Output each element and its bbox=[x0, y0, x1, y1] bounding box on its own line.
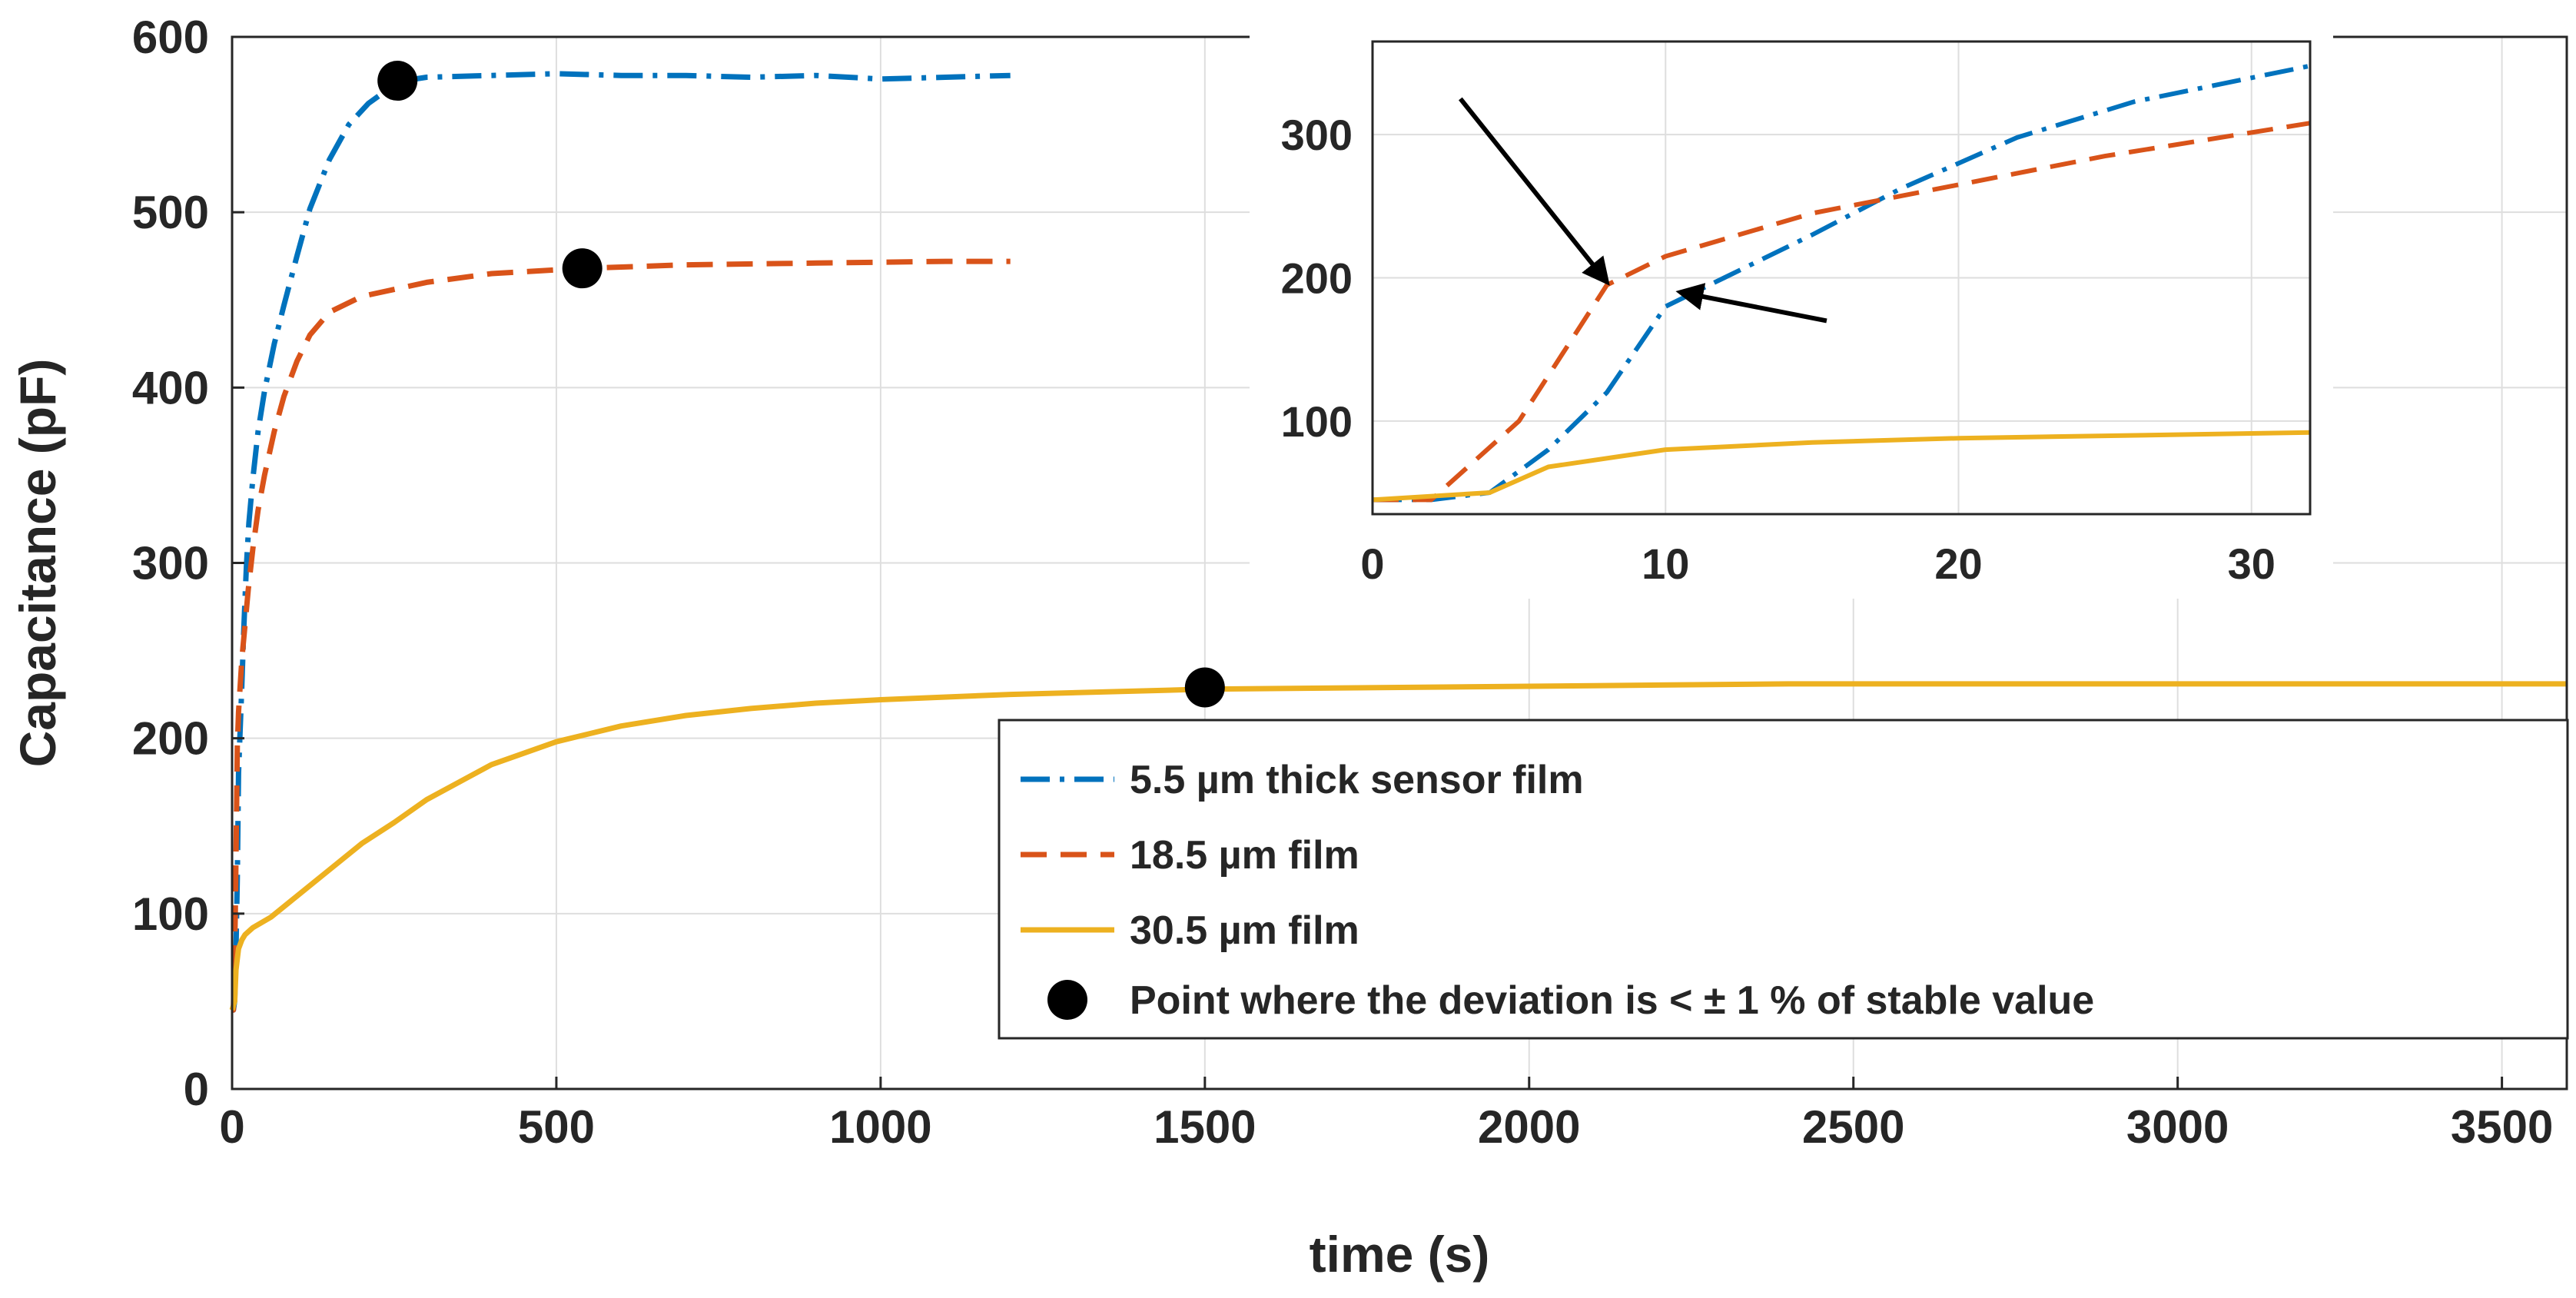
legend-label-marker: Point where the deviation is < ± 1 % of … bbox=[1130, 978, 2094, 1023]
y-tick-label: 400 bbox=[132, 362, 209, 413]
series-line-blue bbox=[231, 71, 1011, 1013]
series-line-orange bbox=[231, 258, 1011, 1013]
annotation-arrow bbox=[1459, 97, 1610, 286]
inset-y-tick-label: 100 bbox=[1281, 397, 1353, 446]
series-line-yellow bbox=[229, 681, 2567, 1011]
inset-annotations bbox=[1459, 97, 1827, 324]
x-tick-label: 3000 bbox=[2126, 1101, 2229, 1153]
inset-series bbox=[1372, 63, 2311, 503]
x-tick-label: 2500 bbox=[1802, 1101, 1904, 1153]
inset-frame bbox=[1371, 40, 2312, 516]
y-tick-label: 500 bbox=[132, 187, 209, 238]
legend-label-orange: 18.5 µm film bbox=[1130, 833, 1359, 878]
stability-marker bbox=[1184, 667, 1225, 708]
x-axis-title: time (s) bbox=[1310, 1226, 1490, 1283]
inset-ticks: 0 10 20 30 100 200 300 bbox=[1281, 111, 2276, 588]
main-series bbox=[229, 71, 2567, 1013]
inset-line-yellow bbox=[1372, 430, 2311, 503]
main-ticks: 0 500 1000 1500 2000 2500 3000 3500010020030040… bbox=[132, 12, 2553, 1153]
annotation-arrow bbox=[1675, 283, 1827, 324]
x-tick-label: 3500 bbox=[2451, 1101, 2553, 1153]
inset-x-tick-label: 0 bbox=[1360, 539, 1384, 588]
inset-plot: 0 10 20 30 100 200 300 bbox=[1250, 26, 2333, 599]
inset-x-tick-label: 30 bbox=[2228, 539, 2276, 588]
y-tick-label: 200 bbox=[132, 713, 209, 765]
inset-line-orange bbox=[1373, 121, 2311, 503]
inset-x-tick-label: 10 bbox=[1642, 539, 1689, 588]
legend-box bbox=[998, 719, 2569, 1040]
y-tick-label: 0 bbox=[184, 1064, 209, 1115]
inset-y-tick-label: 300 bbox=[1281, 111, 1353, 159]
inset-grid bbox=[1372, 41, 2310, 514]
legend-marker-icon bbox=[1047, 980, 1087, 1020]
stability-marker bbox=[377, 61, 418, 101]
y-axis-title: Capacitance (pF) bbox=[9, 359, 66, 768]
legend-label-yellow: 30.5 µm film bbox=[1130, 908, 1359, 953]
legend: 5.5 µm thick sensor film 18.5 µm film 30… bbox=[998, 719, 2569, 1040]
legend-label-blue: 5.5 µm thick sensor film bbox=[1130, 758, 1584, 802]
x-tick-label: 0 bbox=[219, 1101, 244, 1153]
y-tick-label: 600 bbox=[132, 12, 209, 63]
x-tick-label: 1000 bbox=[829, 1101, 931, 1153]
x-tick-label: 2000 bbox=[1478, 1101, 1580, 1153]
inset-y-tick-label: 200 bbox=[1281, 254, 1353, 303]
x-tick-label: 500 bbox=[518, 1101, 595, 1153]
inset-x-tick-label: 20 bbox=[1934, 539, 1982, 588]
stability-marker bbox=[562, 248, 603, 289]
y-tick-label: 300 bbox=[132, 538, 209, 589]
x-tick-label: 1500 bbox=[1154, 1101, 1256, 1153]
y-tick-label: 100 bbox=[132, 888, 209, 940]
main-markers bbox=[377, 61, 1225, 708]
